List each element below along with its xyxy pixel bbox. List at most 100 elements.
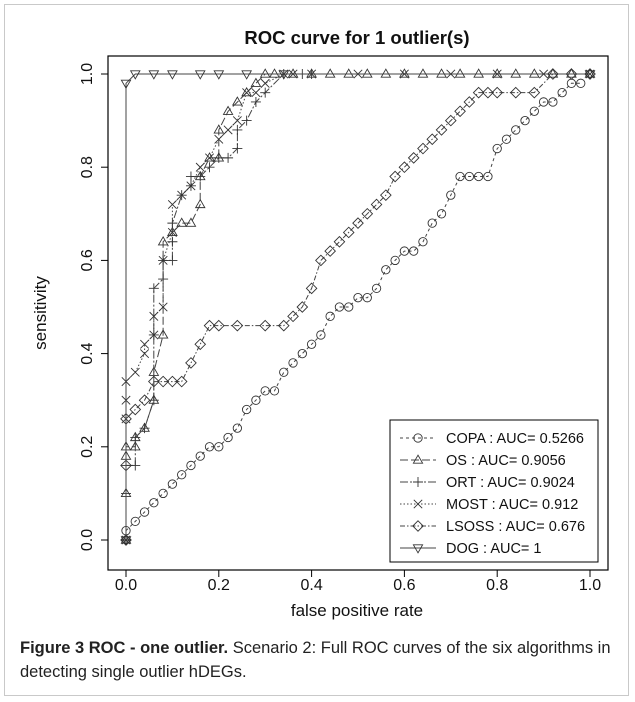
series-layer bbox=[120, 68, 596, 546]
legend-marker bbox=[413, 477, 423, 487]
data-point bbox=[491, 86, 504, 99]
data-point bbox=[576, 78, 586, 88]
data-point bbox=[352, 217, 364, 229]
series-diamond bbox=[120, 68, 596, 546]
data-point bbox=[324, 245, 336, 257]
data-point bbox=[390, 255, 400, 266]
x-tick-label: 0.0 bbox=[115, 577, 137, 594]
data-point bbox=[223, 432, 233, 443]
caption-text: Scenario 2: Full ROC curves of the six a… bbox=[20, 639, 611, 681]
roc-chart: ROC curve for 1 outlier(s) 0.0 0.2 0.4 0.6 0… bbox=[31, 27, 609, 620]
data-point bbox=[427, 218, 437, 228]
data-point bbox=[213, 124, 225, 134]
data-point bbox=[204, 162, 215, 173]
data-point bbox=[148, 395, 159, 406]
data-point bbox=[223, 152, 234, 163]
data-point bbox=[120, 536, 132, 546]
y-tick-label: 0.0 bbox=[79, 529, 96, 551]
data-point bbox=[297, 348, 307, 359]
data-point bbox=[548, 97, 558, 107]
data-point bbox=[222, 105, 234, 115]
data-point bbox=[566, 68, 577, 78]
data-point bbox=[185, 171, 196, 182]
series-triangle-down bbox=[120, 70, 596, 546]
data-point bbox=[343, 68, 355, 78]
data-point bbox=[212, 319, 225, 332]
data-point bbox=[305, 282, 318, 295]
data-point bbox=[444, 114, 457, 127]
data-point bbox=[250, 77, 262, 87]
data-point bbox=[205, 153, 215, 163]
data-point bbox=[509, 86, 522, 99]
data-point bbox=[139, 507, 150, 517]
figure-frame bbox=[4, 4, 629, 696]
data-point bbox=[140, 349, 150, 359]
data-point bbox=[251, 395, 261, 405]
legend-item: MOST : AUC= 0.912 bbox=[400, 497, 578, 513]
data-point bbox=[241, 404, 252, 415]
data-point bbox=[195, 451, 205, 461]
data-point bbox=[418, 237, 428, 247]
series-line bbox=[125, 73, 590, 540]
data-point bbox=[565, 68, 578, 80]
data-point bbox=[269, 68, 280, 78]
data-point bbox=[214, 442, 224, 452]
data-point bbox=[287, 68, 299, 78]
data-point bbox=[528, 86, 541, 99]
data-point bbox=[157, 236, 169, 246]
data-point bbox=[214, 134, 224, 144]
data-point bbox=[167, 70, 178, 80]
data-point bbox=[370, 198, 383, 211]
data-point bbox=[361, 207, 374, 220]
data-point bbox=[250, 96, 261, 107]
series-line bbox=[125, 73, 590, 540]
data-point bbox=[278, 70, 290, 80]
data-point bbox=[399, 68, 410, 78]
data-point bbox=[186, 460, 196, 471]
data-point bbox=[361, 68, 373, 78]
legend: COPA : AUC= 0.5266 OS : AUC= 0.9056 ORT : … bbox=[389, 419, 599, 563]
data-point bbox=[407, 152, 420, 164]
data-point bbox=[472, 86, 485, 99]
y-tick-label: 0.4 bbox=[79, 342, 96, 364]
data-point bbox=[584, 68, 596, 78]
data-point bbox=[148, 283, 159, 294]
data-point bbox=[277, 319, 290, 332]
legend-item: OS : AUC= 0.9056 bbox=[400, 453, 566, 469]
data-point bbox=[167, 227, 177, 237]
data-point bbox=[389, 170, 401, 183]
data-point bbox=[371, 283, 382, 294]
data-point bbox=[157, 375, 169, 388]
data-point bbox=[231, 96, 243, 106]
series-circle bbox=[121, 78, 586, 536]
data-point bbox=[259, 319, 272, 332]
data-point bbox=[529, 106, 539, 116]
data-point bbox=[167, 479, 178, 489]
x-tick-label: 1.0 bbox=[579, 577, 601, 594]
data-point bbox=[353, 293, 363, 303]
data-point bbox=[557, 87, 567, 98]
legend-item: COPA : AUC= 0.5266 bbox=[400, 431, 584, 447]
data-point bbox=[140, 339, 150, 349]
data-point bbox=[409, 246, 419, 256]
legend-item: DOG : AUC= 1 bbox=[400, 541, 542, 557]
data-point bbox=[130, 432, 141, 443]
data-point bbox=[417, 68, 429, 78]
data-point bbox=[129, 70, 141, 80]
data-point bbox=[306, 339, 317, 349]
data-point bbox=[167, 199, 177, 209]
data-point bbox=[296, 301, 309, 313]
data-point bbox=[547, 68, 559, 78]
data-point bbox=[213, 70, 225, 80]
series-line bbox=[125, 73, 590, 540]
data-point bbox=[129, 403, 142, 416]
x-tick-label: 0.2 bbox=[208, 577, 230, 594]
legend-marker bbox=[412, 544, 424, 554]
data-point bbox=[213, 152, 224, 163]
data-point bbox=[177, 190, 187, 200]
data-point bbox=[435, 124, 448, 136]
legend-label: OS : AUC= 0.9056 bbox=[446, 453, 566, 469]
data-point bbox=[138, 394, 151, 407]
data-point bbox=[538, 97, 549, 107]
x-tick-label: 0.8 bbox=[486, 577, 508, 594]
